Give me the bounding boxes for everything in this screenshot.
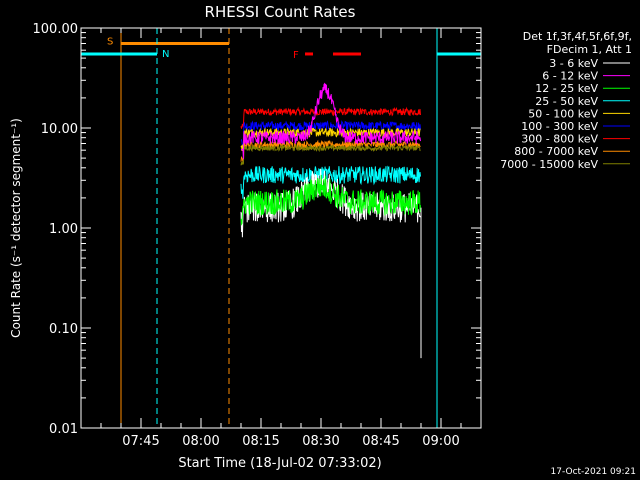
y-tick-label: 0.01: [49, 422, 78, 437]
x-tick-label: 08:15: [242, 434, 279, 449]
legend-header: Det 1f,3f,4f,5f,6f,9f,: [523, 30, 632, 43]
series-line-2: [240, 174, 421, 226]
timestamp: 17-Oct-2021 09:21: [551, 467, 636, 477]
series-line-1: [240, 82, 421, 160]
legend-entry-label: 100 - 300 keV: [521, 120, 598, 133]
legend-entry-label: 6 - 12 keV: [542, 70, 598, 83]
y-tick-label: 1.00: [49, 222, 78, 237]
series-line-7: [240, 139, 421, 164]
series-curves: [240, 82, 422, 359]
x-axis: 07:45 08:00 08:15 08:30 08:45 09:00: [80, 28, 482, 449]
flare-label: F: [293, 50, 299, 61]
x-tick-label: 07:45: [122, 434, 159, 449]
series-line-6: [240, 106, 421, 129]
legend-entry-label: 50 - 100 keV: [528, 107, 598, 120]
y-tick-label: 10.00: [41, 122, 78, 137]
x-tick-label: 08:45: [362, 434, 399, 449]
y-tick-label: 0.10: [49, 322, 78, 337]
legend-entry-label: 3 - 6 keV: [549, 57, 598, 70]
x-axis-label: Start Time (18-Jul-02 07:33:02): [178, 456, 381, 471]
y-tick-label: 100.00: [33, 22, 79, 37]
saa-label: S: [107, 36, 113, 47]
legend-header: FDecim 1, Att 1: [547, 43, 632, 56]
y-axis: 0.01 0.10 1.00 10.00 100.00: [33, 22, 481, 437]
series-line-8: [240, 143, 421, 166]
chart-title: RHESSI Count Rates: [205, 3, 356, 21]
legend-entry-label: 800 - 7000 keV: [514, 145, 598, 158]
y-axis-label: Count Rate (s⁻¹ detector segment⁻¹): [9, 118, 23, 338]
legend-entry-label: 300 - 800 keV: [521, 133, 598, 146]
legend-entry-label: 25 - 50 keV: [535, 95, 598, 108]
legend-entry-label: 7000 - 15000 keV: [500, 158, 598, 171]
x-tick-label: 08:00: [182, 434, 219, 449]
night-label: N: [162, 49, 169, 60]
legend: Det 1f,3f,4f,5f,6f,9f,FDecim 1, Att 13 -…: [500, 30, 632, 171]
series-line-5: [240, 120, 421, 148]
x-tick-label: 08:30: [302, 434, 339, 449]
x-tick-label: 09:00: [422, 434, 459, 449]
legend-entry-label: 12 - 25 keV: [535, 82, 598, 95]
series-line-3: [240, 165, 421, 199]
